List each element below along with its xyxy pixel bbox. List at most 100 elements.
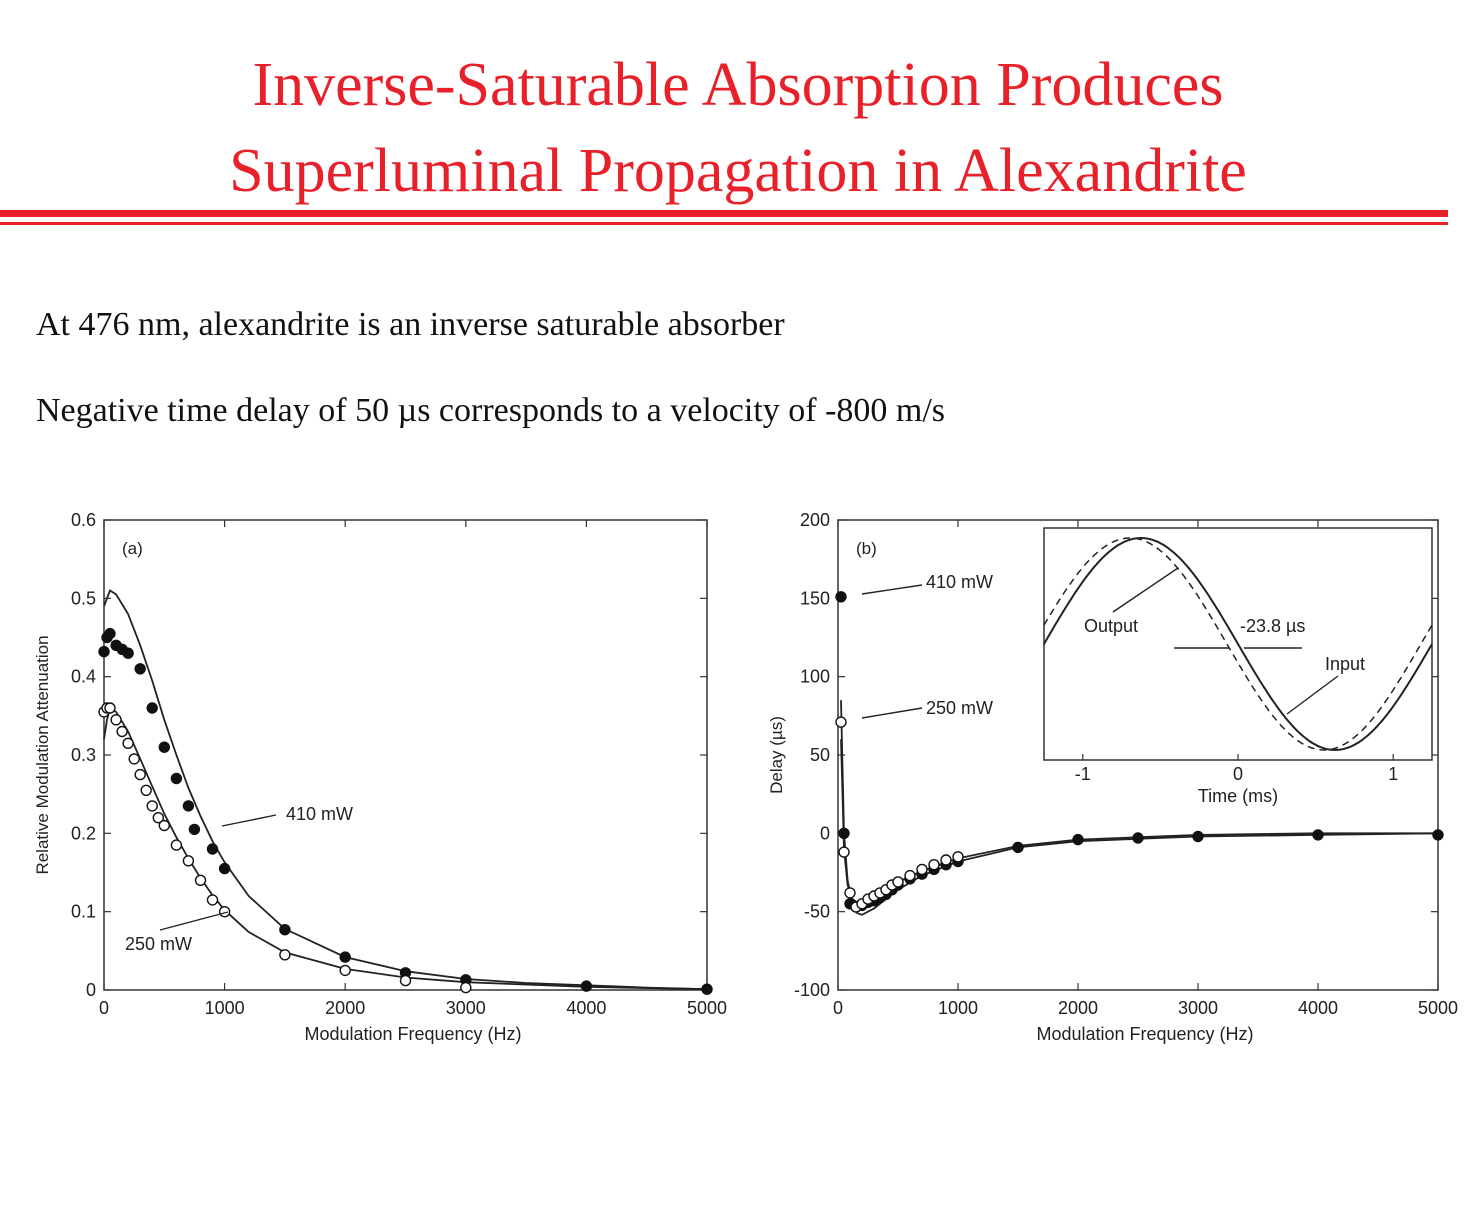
panel-b-x-tick-label: 0 bbox=[833, 998, 843, 1018]
inset-annotation-output-arrow bbox=[1112, 567, 1179, 613]
panel-b-data-point-250mw bbox=[916, 863, 928, 876]
x-axis-title-a: Modulation Frequency (Hz) bbox=[304, 1024, 521, 1044]
annotation-250mw-a-label: 250 mW bbox=[125, 934, 192, 954]
slide-title-line-1: Inverse-Saturable Absorption Produces bbox=[252, 51, 1224, 119]
panel-label-b: (b) bbox=[856, 539, 877, 558]
x-axis-title-b: Modulation Frequency (Hz) bbox=[1036, 1024, 1253, 1044]
panel-a-x-tick-label: 0 bbox=[99, 998, 109, 1018]
bullet-text-2: Negative time delay of 50 µs corresponds… bbox=[36, 392, 946, 429]
annotation-410mw-a-arrow bbox=[221, 814, 277, 827]
panel-a-x-tick-label: 1000 bbox=[205, 998, 245, 1018]
panel-a-data-point-250mw bbox=[170, 839, 183, 851]
panel-b-x-tick-label: 3000 bbox=[1178, 998, 1218, 1018]
panel-b-data-point-250mw bbox=[838, 846, 850, 858]
panel-a-data-point-250mw bbox=[116, 725, 128, 738]
panel-a-y-tick-label: 0.2 bbox=[71, 823, 96, 843]
panel-a-data-point-410mw bbox=[218, 862, 231, 875]
panel-a-data-point-250mw bbox=[194, 874, 207, 886]
annotation-250mw-a-arrow bbox=[159, 911, 229, 931]
annotation-410mw-b-arrow bbox=[861, 584, 923, 595]
annotation-250mw-a: 250 mW bbox=[125, 911, 229, 954]
panel-a-x-tick-label: 4000 bbox=[566, 998, 606, 1018]
panel-b-x-tick-label: 1000 bbox=[938, 998, 978, 1018]
panel-a-data-point-250mw bbox=[206, 894, 219, 906]
panel-b-data-point-250mw bbox=[835, 716, 847, 728]
annotation-250mw-b: 250 mW bbox=[861, 698, 993, 719]
inset-x-tick-label: 1 bbox=[1388, 764, 1398, 784]
inset-input-curve bbox=[1043, 536, 1433, 752]
panel-b-y-tick-label: 50 bbox=[810, 745, 830, 765]
title-rule-thin bbox=[0, 222, 1448, 225]
panel-b-data-point-410mw bbox=[1132, 832, 1144, 844]
inset-annotation-input-arrow bbox=[1286, 675, 1339, 715]
panel-a-data-point-410mw bbox=[170, 772, 183, 785]
panel-b-data-point-410mw bbox=[1192, 830, 1204, 843]
panel-b-data-point-250mw bbox=[844, 887, 856, 899]
panel-a-data-point-410mw bbox=[701, 983, 713, 995]
inset-annotation-output-label: Output bbox=[1084, 616, 1138, 636]
inset-x-tick-label: -1 bbox=[1075, 764, 1091, 784]
panel-b-y-tick-label: 150 bbox=[800, 588, 830, 608]
panel-a-data-point-410mw bbox=[339, 951, 351, 963]
panel-a-data-point-250mw bbox=[182, 855, 195, 867]
slide-title: Inverse-Saturable Absorption Produces Su… bbox=[0, 42, 1476, 214]
panel-a-data-point-410mw bbox=[122, 647, 134, 659]
panel-b-fit-curve-250mw bbox=[840, 739, 1438, 904]
annotation-410mw-a-label: 410 mW bbox=[286, 804, 353, 824]
y-axis-title-a: Relative Modulation Attenuation bbox=[33, 635, 52, 874]
panel-b-data-point-410mw bbox=[838, 827, 850, 839]
plot-frame-a bbox=[103, 519, 708, 991]
panel-a-data-point-410mw bbox=[158, 741, 171, 753]
inset-annotation-output: Output bbox=[1084, 567, 1179, 636]
panel-b-data-point-250mw bbox=[952, 851, 964, 863]
panel-a-y-tick-label: 0.3 bbox=[71, 745, 96, 765]
annotation-410mw-a: 410 mW bbox=[221, 804, 353, 827]
panel-a-data-point-410mw bbox=[98, 645, 110, 658]
panel-a-data-point-250mw bbox=[122, 737, 134, 749]
panel-a-data-point-250mw bbox=[110, 714, 122, 726]
panel-a-data-point-410mw bbox=[182, 800, 195, 812]
panel-a-data-point-250mw bbox=[146, 800, 158, 812]
panel-a-data-point-250mw bbox=[140, 784, 152, 796]
panel-a-data-point-250mw bbox=[158, 819, 171, 832]
chart-panel-b: (b) Modulation Frequency (Hz) Delay (µs)… bbox=[767, 510, 1458, 1044]
panel-a-data-point-410mw bbox=[146, 702, 158, 714]
panel-b-data-point-410mw bbox=[1012, 841, 1024, 854]
panel-b-x-tick-label: 4000 bbox=[1298, 998, 1338, 1018]
inset-annotation-input: Input bbox=[1286, 654, 1365, 715]
bullet-text-1: At 476 nm, alexandrite is an inverse sat… bbox=[36, 306, 785, 343]
chart-panel-a: (a) Modulation Frequency (Hz) Relative M… bbox=[33, 510, 727, 1044]
annotation-410mw-b-label: 410 mW bbox=[926, 572, 993, 592]
panel-a-data-point-250mw bbox=[399, 974, 412, 987]
panel-a-y-tick-label: 0.5 bbox=[71, 588, 96, 608]
panel-a-fit-curve-410mw bbox=[103, 589, 708, 991]
panel-b-data-point-410mw bbox=[1312, 829, 1324, 841]
panel-b-data-point-250mw bbox=[940, 854, 952, 866]
panel-b-data-point-250mw bbox=[904, 869, 916, 882]
slide-title-line-2: Superluminal Propagation in Alexandrite bbox=[229, 137, 1247, 205]
annotation-250mw-b-label: 250 mW bbox=[926, 698, 993, 718]
panel-a-data-point-250mw bbox=[460, 981, 472, 994]
panel-b-x-tick-label: 2000 bbox=[1058, 998, 1098, 1018]
panel-a-y-tick-label: 0.6 bbox=[71, 510, 96, 530]
panel-b-y-tick-label: 100 bbox=[800, 667, 830, 687]
panel-b-data-point-410mw bbox=[1072, 833, 1084, 846]
panel-label-a: (a) bbox=[122, 539, 143, 558]
panel-b-y-tick-label: -100 bbox=[794, 980, 830, 1000]
panel-b-x-tick-label: 5000 bbox=[1418, 998, 1458, 1018]
panel-a-data-point-250mw bbox=[218, 906, 231, 918]
panel-b-data-point-410mw bbox=[835, 591, 847, 603]
panel-a-x-tick-label: 2000 bbox=[325, 998, 365, 1018]
panel-b-y-tick-label: -50 bbox=[804, 902, 830, 922]
panel-a-data-point-250mw bbox=[279, 949, 291, 961]
panel-a-data-point-410mw bbox=[206, 843, 219, 855]
panel-a-y-tick-label: 0.1 bbox=[71, 902, 96, 922]
panel-b-y-tick-label: 0 bbox=[820, 823, 830, 843]
panel-b-y-tick-label: 200 bbox=[800, 510, 830, 530]
panel-a-data-point-410mw bbox=[580, 980, 593, 992]
panel-a-data-point-410mw bbox=[188, 823, 201, 836]
panel-b-data-point-250mw bbox=[928, 859, 940, 871]
title-rule-thick bbox=[0, 210, 1448, 217]
panel-a-y-tick-label: 0 bbox=[86, 980, 96, 1000]
